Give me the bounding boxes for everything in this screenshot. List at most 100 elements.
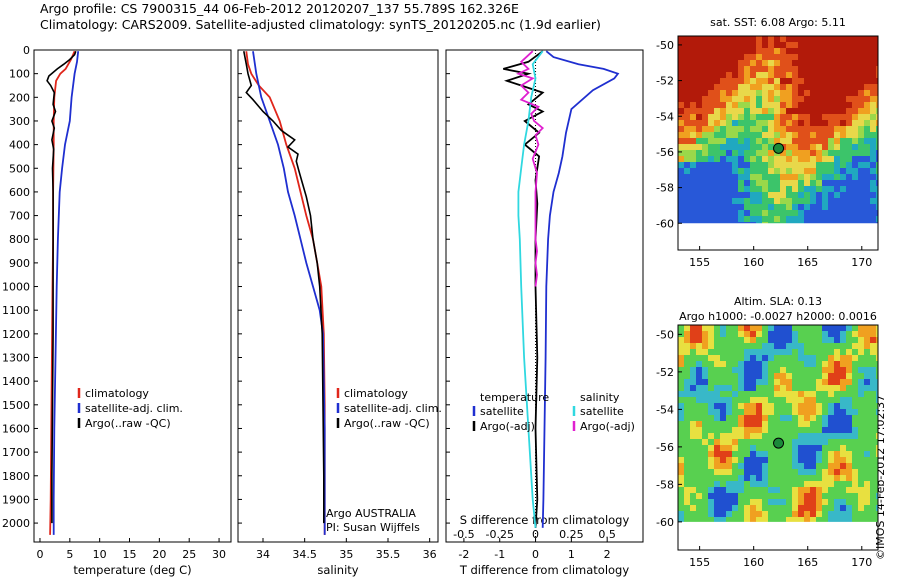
map-cell xyxy=(744,463,750,469)
map-cell xyxy=(756,66,762,72)
map-cell xyxy=(786,511,792,517)
map-cell xyxy=(828,331,834,337)
map-cell xyxy=(870,138,876,144)
map-cell xyxy=(732,421,738,427)
map-cell xyxy=(762,204,768,210)
map-cell xyxy=(762,505,768,511)
map-cell xyxy=(828,343,834,349)
map-cell xyxy=(786,487,792,493)
map-cell xyxy=(690,126,696,132)
map-cell xyxy=(858,337,864,343)
map-cell xyxy=(696,439,702,445)
map-cell xyxy=(876,415,878,421)
map-cell xyxy=(834,42,840,48)
map-cell xyxy=(690,210,696,216)
map-cell xyxy=(756,210,762,216)
map-cell xyxy=(702,210,708,216)
map-cell xyxy=(786,409,792,415)
map-cell xyxy=(762,343,768,349)
map-cell xyxy=(738,361,744,367)
map-cell xyxy=(708,162,714,168)
map-cell xyxy=(828,439,834,445)
map-cell xyxy=(828,445,834,451)
map-cell xyxy=(750,343,756,349)
map-cell xyxy=(732,331,738,337)
map-cell xyxy=(744,355,750,361)
map-cell xyxy=(684,337,690,343)
map-cell xyxy=(756,457,762,463)
map-cell xyxy=(708,108,714,114)
map-cell xyxy=(696,54,702,60)
map-cell xyxy=(690,373,696,379)
map-cell xyxy=(798,391,804,397)
map-cell xyxy=(768,469,774,475)
map-cell xyxy=(816,421,822,427)
map-cell xyxy=(876,469,878,475)
map-cell xyxy=(846,493,852,499)
map-cell xyxy=(750,42,756,48)
map-cell xyxy=(750,421,756,427)
map-cell xyxy=(840,517,846,522)
map-cell xyxy=(744,379,750,385)
map-subtitle: Argo h1000: -0.0027 h2000: 0.0016 xyxy=(679,310,877,323)
map-cell xyxy=(858,198,864,204)
map-cell xyxy=(738,427,744,433)
map-cell xyxy=(864,391,870,397)
map-cell xyxy=(822,66,828,72)
map-cell xyxy=(768,96,774,102)
map-cell xyxy=(678,427,684,433)
map-cell xyxy=(720,36,726,42)
map-cell xyxy=(876,451,878,457)
map-cell xyxy=(708,198,714,204)
map-cell xyxy=(720,397,726,403)
map-x-tick-label: 170 xyxy=(851,556,872,569)
map-cell xyxy=(810,361,816,367)
map-cell xyxy=(810,325,816,331)
map-cell xyxy=(726,403,732,409)
map-cell xyxy=(720,186,726,192)
map-cell xyxy=(744,174,750,180)
map-cell xyxy=(870,108,876,114)
map-cell xyxy=(744,156,750,162)
map-cell xyxy=(828,204,834,210)
map-cell xyxy=(852,487,858,493)
map-cell xyxy=(840,186,846,192)
map-cell xyxy=(762,180,768,186)
map-cell xyxy=(690,48,696,54)
map-cell xyxy=(738,487,744,493)
map-cell xyxy=(744,337,750,343)
map-cell xyxy=(792,391,798,397)
map-y-tick-label: -60 xyxy=(656,217,674,230)
map-cell xyxy=(876,192,878,198)
map-x-tick-label: 155 xyxy=(689,256,710,269)
map-cell xyxy=(834,349,840,355)
map-cell xyxy=(864,373,870,379)
map-cell xyxy=(786,138,792,144)
map-cell xyxy=(876,222,878,224)
map-cell xyxy=(846,481,852,487)
map-cell xyxy=(690,168,696,174)
map-cell xyxy=(834,487,840,493)
map-cell xyxy=(702,517,708,522)
map-cell xyxy=(768,355,774,361)
map-cell xyxy=(792,138,798,144)
map-cell xyxy=(780,102,786,108)
map-cell xyxy=(828,198,834,204)
map-cell xyxy=(756,487,762,493)
map-cell xyxy=(810,367,816,373)
map-cell xyxy=(834,48,840,54)
map-cell xyxy=(804,180,810,186)
map-cell xyxy=(702,451,708,457)
map-cell xyxy=(768,409,774,415)
map-cell xyxy=(786,349,792,355)
map-cell xyxy=(810,337,816,343)
map-cell xyxy=(768,373,774,379)
map-cell xyxy=(816,54,822,60)
map-cell xyxy=(708,451,714,457)
map-cell xyxy=(720,433,726,439)
map-cell xyxy=(780,66,786,72)
map-cell xyxy=(846,451,852,457)
map-cell xyxy=(852,457,858,463)
map-cell xyxy=(816,511,822,517)
map-cell xyxy=(744,198,750,204)
